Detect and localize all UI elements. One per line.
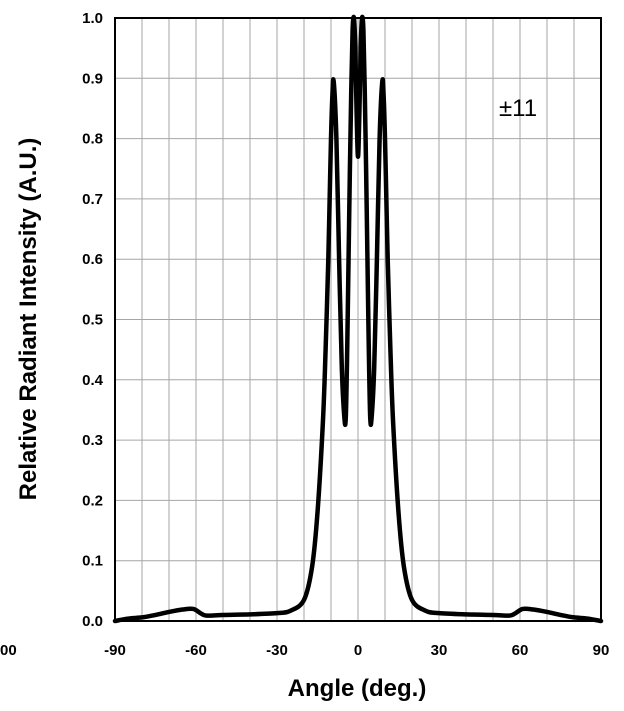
y-tick-label: 0.8 [82,131,103,148]
tick-labels: -90 -60 -30 0 30 60 90 0.0 0.1 0.2 0.3 0.4 0.5 0.6 0.7… [82,10,609,659]
y-tick-label: 1.0 [82,10,103,27]
y-tick-label: 0.3 [82,432,103,449]
x-tick-label: -60 [185,642,207,659]
x-tick-label: 90 [593,642,610,659]
x-tick-label: -90 [104,642,126,659]
y-tick-label: 0.2 [82,492,103,509]
y-tick-label: 0.1 [82,553,103,570]
plot-frame [114,17,602,622]
x-tick-label: 30 [431,642,448,659]
y-axis-title: Relative Radiant Intensity (A.U.) [15,138,42,501]
intensity-curve [112,14,604,624]
grid-lines [114,17,602,622]
y-tick-label: 0.0 [82,613,103,630]
beam-angle-annotation: ±11 [499,95,537,122]
y-tick-label: 0.5 [82,312,103,329]
y-tick-label: 0.9 [82,70,103,87]
x-tick-label: 60 [512,642,529,659]
x-tick-label: -30 [266,642,288,659]
x-axis-title: Angle (deg.) [288,675,427,702]
y-tick-label: 0.6 [82,251,103,268]
x-tick-label: 0 [354,642,362,659]
clipped-tick-label: 00 [0,642,17,659]
y-tick-label: 0.7 [82,191,103,208]
series-layer [112,14,604,624]
y-tick-label: 0.4 [82,372,104,389]
